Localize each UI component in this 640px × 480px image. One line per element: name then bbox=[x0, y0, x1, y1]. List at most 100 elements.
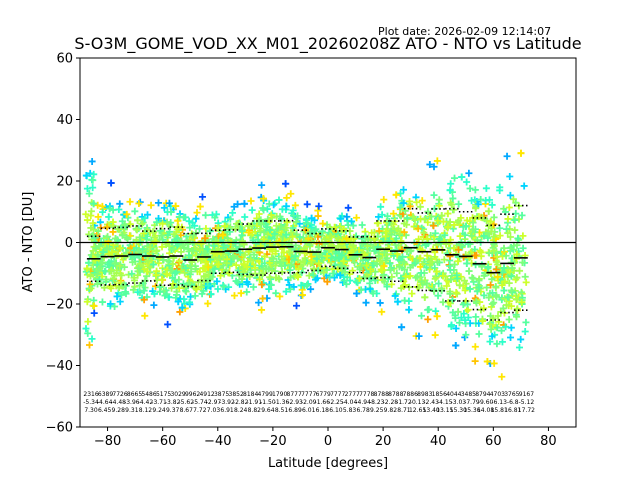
data-point bbox=[201, 234, 209, 242]
data-point bbox=[286, 266, 294, 274]
data-point bbox=[442, 240, 450, 248]
data-point bbox=[276, 292, 284, 300]
data-point bbox=[344, 204, 352, 212]
bin-stat-label: 8983 bbox=[417, 391, 432, 398]
data-point bbox=[385, 244, 393, 252]
bin-stat-label: -4.64 bbox=[97, 399, 113, 406]
bin-stat-label: 4703 bbox=[490, 391, 505, 398]
data-point bbox=[290, 212, 298, 220]
data-point bbox=[446, 290, 454, 298]
data-point bbox=[340, 273, 348, 281]
data-point bbox=[457, 314, 465, 322]
data-point bbox=[158, 275, 166, 283]
data-point bbox=[431, 331, 439, 339]
data-point bbox=[331, 223, 339, 231]
bin-stat-label: -2.43 bbox=[423, 399, 439, 406]
data-point bbox=[241, 251, 249, 259]
data-point bbox=[504, 293, 512, 301]
data-point bbox=[94, 280, 102, 288]
data-point bbox=[94, 201, 102, 209]
data-point bbox=[116, 262, 124, 270]
data-point bbox=[487, 325, 495, 333]
data-point bbox=[163, 270, 171, 278]
data-point bbox=[247, 197, 255, 205]
data-point bbox=[147, 201, 155, 209]
bin-stat-label: -2.93 bbox=[287, 399, 303, 406]
bin-stat-label: -8.23 bbox=[369, 399, 385, 406]
data-point bbox=[158, 243, 166, 251]
data-point bbox=[485, 294, 493, 302]
data-point bbox=[173, 234, 181, 242]
data-point bbox=[99, 248, 107, 256]
data-point bbox=[401, 297, 409, 305]
data-point bbox=[314, 243, 322, 251]
data-point bbox=[107, 266, 115, 274]
data-point bbox=[485, 207, 493, 215]
data-point bbox=[198, 193, 206, 201]
data-point bbox=[263, 205, 271, 213]
data-point bbox=[511, 216, 519, 224]
data-point bbox=[109, 218, 117, 226]
data-point bbox=[489, 314, 497, 322]
data-point bbox=[397, 257, 405, 265]
data-point bbox=[339, 225, 347, 233]
data-point bbox=[307, 253, 315, 261]
data-point bbox=[140, 287, 148, 295]
x-tick-label: −40 bbox=[204, 434, 231, 449]
data-point bbox=[487, 281, 495, 289]
bin-stat-label: 6.78 bbox=[356, 407, 370, 414]
data-point bbox=[439, 298, 447, 306]
data-point bbox=[187, 268, 195, 276]
data-point bbox=[241, 213, 249, 221]
data-point bbox=[86, 341, 94, 349]
data-point bbox=[498, 327, 506, 335]
data-point bbox=[423, 279, 431, 287]
data-point bbox=[409, 213, 417, 221]
data-point bbox=[515, 215, 523, 223]
data-point bbox=[111, 260, 119, 268]
data-point bbox=[202, 259, 210, 267]
data-point bbox=[149, 260, 157, 268]
bin-stat-label: 6.18 bbox=[316, 407, 330, 414]
data-point bbox=[198, 290, 206, 298]
data-point bbox=[446, 266, 454, 274]
data-point bbox=[432, 307, 440, 315]
data-point bbox=[308, 214, 316, 222]
data-point bbox=[182, 264, 190, 272]
data-point bbox=[477, 248, 485, 256]
data-point bbox=[378, 211, 386, 219]
data-point bbox=[426, 258, 434, 266]
data-point bbox=[150, 301, 158, 309]
data-point bbox=[196, 203, 204, 211]
data-point bbox=[341, 268, 349, 276]
data-point bbox=[134, 288, 142, 296]
data-point bbox=[431, 275, 439, 283]
data-point bbox=[505, 316, 513, 324]
data-point bbox=[211, 265, 219, 273]
bin-stat-label: 2777 bbox=[345, 391, 360, 398]
data-point bbox=[204, 263, 212, 271]
data-point bbox=[522, 278, 530, 286]
data-point bbox=[175, 257, 183, 265]
data-point bbox=[175, 276, 183, 284]
data-point bbox=[246, 273, 254, 281]
data-point bbox=[278, 239, 286, 247]
data-point bbox=[515, 344, 523, 352]
data-point bbox=[83, 298, 91, 306]
data-point bbox=[433, 268, 441, 276]
data-point bbox=[479, 317, 487, 325]
data-point bbox=[261, 252, 269, 260]
data-point bbox=[212, 237, 220, 245]
data-point bbox=[210, 242, 218, 250]
data-point bbox=[189, 219, 197, 227]
bin-stat-label: 7726 bbox=[112, 391, 127, 398]
data-point bbox=[266, 239, 274, 247]
bin-stat-label: 6.45 bbox=[98, 407, 112, 414]
bin-stat-label: -5.74 bbox=[192, 399, 208, 406]
data-point bbox=[392, 235, 400, 243]
data-point bbox=[156, 254, 164, 262]
bin-stat-label: -0.13 bbox=[410, 399, 426, 406]
data-point bbox=[435, 235, 443, 243]
data-point bbox=[283, 194, 291, 202]
data-point bbox=[238, 227, 246, 235]
